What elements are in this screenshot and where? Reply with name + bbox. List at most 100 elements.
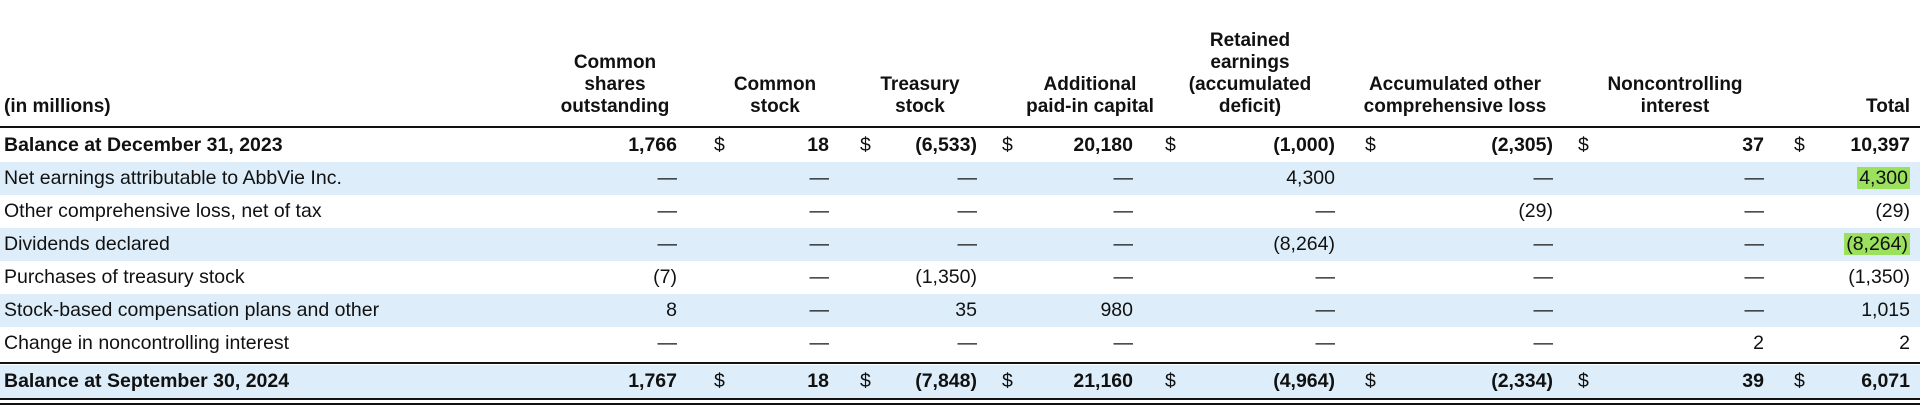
cell-accumulated-oci: (29) <box>1518 200 1553 222</box>
cell-common-stock: — <box>809 200 830 222</box>
currency-symbol: $ <box>1578 134 1589 156</box>
cell-common-shares: (7) <box>653 266 677 288</box>
cell-common-shares: — <box>657 332 678 354</box>
cell-noncontrolling-interest: — <box>1744 200 1765 222</box>
cell-common-shares: — <box>657 200 678 222</box>
cell-additional-paid-in-capital: — <box>1113 233 1134 255</box>
cell-total: (29) <box>1875 200 1910 222</box>
cell-accumulated-oci: — <box>1533 167 1554 189</box>
cell-noncontrolling-interest: 2 <box>1753 332 1764 354</box>
bottom-double-rule-2 <box>0 403 1920 405</box>
cell-accumulated-oci: — <box>1533 266 1554 288</box>
currency-symbol: $ <box>1165 370 1176 392</box>
cell-accumulated-oci: (2,334) <box>1491 370 1553 392</box>
cell-common-stock: — <box>809 332 830 354</box>
currency-symbol: $ <box>860 370 871 392</box>
cell-accumulated-oci: — <box>1533 233 1554 255</box>
col-header-retained-earnings: Retained earnings (accumulated deficit) <box>1188 30 1312 117</box>
row-label: Dividends declared <box>4 233 170 255</box>
table-row: Other comprehensive loss, net of tax — — — —… <box>0 195 1920 228</box>
row-label: Balance at December 31, 2023 <box>4 134 283 156</box>
units-label: (in millions) <box>4 96 111 117</box>
cell-total: (8,264) <box>1844 228 1910 261</box>
cell-noncontrolling-interest: 37 <box>1742 134 1764 156</box>
cell-total: 4,300 <box>1857 162 1910 195</box>
cell-accumulated-oci: — <box>1533 299 1554 321</box>
col-header-total: Total <box>1866 96 1910 117</box>
table-row: Change in noncontrolling interest — — — — — — 2… <box>0 327 1920 360</box>
highlighted-value: 4,300 <box>1857 167 1910 189</box>
table-row: Balance at September 30, 2024 1,767 18 (7,8… <box>0 365 1920 398</box>
cell-additional-paid-in-capital: — <box>1113 332 1134 354</box>
cell-accumulated-oci: — <box>1533 332 1554 354</box>
table-row: Purchases of treasury stock (7) — (1,350) — —… <box>0 261 1920 294</box>
cell-retained-earnings: (1,000) <box>1273 134 1335 156</box>
row-label: Balance at September 30, 2024 <box>4 370 290 392</box>
cell-retained-earnings: 4,300 <box>1286 167 1335 189</box>
currency-symbol: $ <box>1365 134 1376 156</box>
cell-retained-earnings: — <box>1315 200 1336 222</box>
col-header-noncontrolling-interest: Noncontrolling interest <box>1607 74 1743 117</box>
currency-symbol: $ <box>1794 134 1805 156</box>
cell-treasury-stock: — <box>957 200 978 222</box>
currency-symbol: $ <box>1002 370 1013 392</box>
cell-treasury-stock: — <box>957 233 978 255</box>
cell-treasury-stock: — <box>957 332 978 354</box>
currency-symbol: $ <box>1165 134 1176 156</box>
cell-additional-paid-in-capital: — <box>1113 200 1134 222</box>
cell-treasury-stock: (6,533) <box>915 134 977 156</box>
row-label: Other comprehensive loss, net of tax <box>4 200 322 222</box>
cell-treasury-stock: (1,350) <box>915 266 977 288</box>
cell-retained-earnings: — <box>1315 332 1336 354</box>
row-label: Stock-based compensation plans and other <box>4 299 380 321</box>
cell-common-stock: — <box>809 299 830 321</box>
currency-symbol: $ <box>714 370 725 392</box>
cell-noncontrolling-interest: — <box>1744 167 1765 189</box>
highlighted-value: (8,264) <box>1844 233 1910 255</box>
cell-treasury-stock: 35 <box>955 299 977 321</box>
cell-additional-paid-in-capital: 980 <box>1100 299 1133 321</box>
cell-additional-paid-in-capital: 20,180 <box>1073 134 1133 156</box>
cell-common-shares: 1,766 <box>628 134 677 156</box>
row-label: Purchases of treasury stock <box>4 266 245 288</box>
cell-total: 1,015 <box>1861 299 1910 321</box>
cell-noncontrolling-interest: — <box>1744 233 1765 255</box>
cell-common-stock: 18 <box>807 134 829 156</box>
cell-additional-paid-in-capital: — <box>1113 266 1134 288</box>
currency-symbol: $ <box>714 134 725 156</box>
cell-common-stock: — <box>809 167 830 189</box>
table-row: Dividends declared — — — — (8,264) — — (8,264) <box>0 228 1920 261</box>
header-rule <box>0 126 1920 128</box>
cell-total: (1,350) <box>1848 266 1910 288</box>
cell-common-stock: — <box>809 233 830 255</box>
cell-common-stock: 18 <box>807 370 829 392</box>
col-header-common-shares: Common shares outstanding <box>560 52 670 117</box>
col-header-common-stock: Common stock <box>733 74 817 117</box>
cell-noncontrolling-interest: 39 <box>1742 370 1764 392</box>
table-header: (in millions) Common shares outstanding … <box>0 0 1920 126</box>
cell-common-shares: 8 <box>666 299 677 321</box>
col-header-additional-paid-in-capital: Additional paid-in capital <box>1026 74 1154 117</box>
cell-total: 10,397 <box>1850 134 1910 156</box>
cell-common-shares: 1,767 <box>628 370 677 392</box>
col-header-accumulated-oci: Accumulated other comprehensive loss <box>1363 74 1547 117</box>
top-of-total-rule <box>0 362 1920 364</box>
row-label: Change in noncontrolling interest <box>4 332 290 354</box>
cell-common-shares: — <box>657 167 678 189</box>
cell-total: 6,071 <box>1861 370 1910 392</box>
cell-retained-earnings: (4,964) <box>1273 370 1335 392</box>
cell-retained-earnings: — <box>1315 266 1336 288</box>
cell-additional-paid-in-capital: — <box>1113 167 1134 189</box>
cell-additional-paid-in-capital: 21,160 <box>1073 370 1133 392</box>
cell-total: 2 <box>1899 332 1910 354</box>
table-row: Net earnings attributable to AbbVie Inc.… <box>0 162 1920 195</box>
currency-symbol: $ <box>860 134 871 156</box>
currency-symbol: $ <box>1578 370 1589 392</box>
cell-common-stock: — <box>809 266 830 288</box>
col-header-treasury-stock: Treasury stock <box>880 74 960 117</box>
cell-common-shares: — <box>657 233 678 255</box>
cell-treasury-stock: (7,848) <box>915 370 977 392</box>
cell-accumulated-oci: (2,305) <box>1491 134 1553 156</box>
cell-retained-earnings: — <box>1315 299 1336 321</box>
currency-symbol: $ <box>1002 134 1013 156</box>
